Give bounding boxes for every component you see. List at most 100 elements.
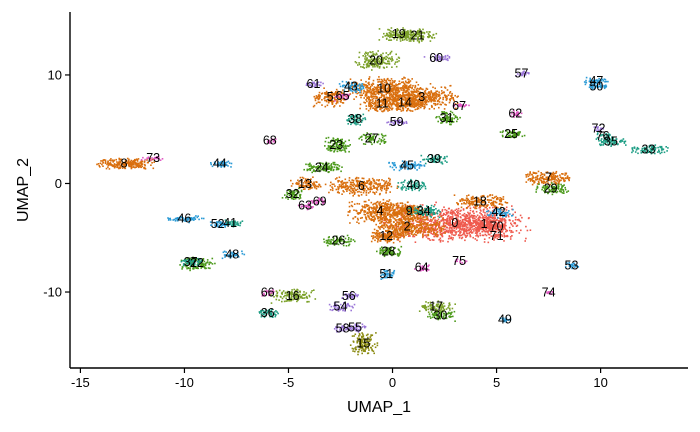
cell-point <box>149 157 152 160</box>
cell-point <box>476 214 479 217</box>
cell-point <box>457 224 459 227</box>
cell-point <box>480 210 482 212</box>
cell-point <box>372 79 375 82</box>
cell-point <box>396 187 399 189</box>
cell-point <box>368 64 371 67</box>
cell-point <box>437 103 439 105</box>
cell-point <box>370 215 373 218</box>
cell-point <box>407 92 410 95</box>
cell-point <box>435 308 437 310</box>
cell-point <box>358 222 360 225</box>
cell-point <box>386 32 388 35</box>
cell-point <box>519 214 522 217</box>
cell-point <box>514 222 516 224</box>
cell-point <box>407 87 410 89</box>
cell-point <box>352 348 355 350</box>
cell-point <box>416 224 418 226</box>
cell-point <box>502 224 504 227</box>
cell-point <box>374 54 377 56</box>
cell-point <box>372 88 374 90</box>
cell-point <box>440 308 443 310</box>
cell-point <box>365 218 368 221</box>
cell-point <box>383 222 386 224</box>
cell-point <box>347 90 350 92</box>
cell-point <box>350 190 352 193</box>
cell-point <box>416 89 418 92</box>
cell-point <box>485 230 487 232</box>
cell-point <box>373 60 375 63</box>
cell-point <box>401 223 404 226</box>
cell-point <box>509 238 512 240</box>
cell-point <box>293 298 295 300</box>
cell-point <box>555 170 558 173</box>
cell-point <box>481 227 483 230</box>
cell-point <box>494 205 497 207</box>
cell-point <box>554 182 557 185</box>
cell-point <box>451 209 453 211</box>
cell-point <box>375 96 377 98</box>
cell-point <box>418 217 420 219</box>
cell-point <box>390 209 393 211</box>
cell-point <box>434 311 437 314</box>
cell-point <box>390 85 393 88</box>
cell-point <box>488 201 490 203</box>
cell-point <box>383 207 386 210</box>
cell-point <box>397 106 399 109</box>
cell-point <box>351 192 353 194</box>
cell-point <box>395 32 398 35</box>
cell-point <box>377 184 379 186</box>
cell-point <box>115 164 117 166</box>
cell-point <box>479 216 482 219</box>
cell-point <box>480 213 482 215</box>
cell-point <box>401 38 404 41</box>
cell-point <box>429 95 432 98</box>
cell-point <box>314 186 316 189</box>
cell-point <box>405 232 407 235</box>
cell-point <box>430 223 432 225</box>
cell-point <box>455 208 458 211</box>
cell-point <box>368 76 371 78</box>
cell-point <box>432 225 434 227</box>
cell-point <box>370 183 373 185</box>
cell-point <box>397 108 400 110</box>
cell-point <box>152 167 155 170</box>
cell-point <box>466 232 469 235</box>
cell-point <box>382 205 384 207</box>
cell-point <box>377 106 379 108</box>
cell-point <box>451 215 454 217</box>
cell-point <box>397 102 399 104</box>
cell-point <box>366 65 368 67</box>
cell-point <box>110 164 113 166</box>
cell-point <box>434 204 436 206</box>
cell-point <box>507 215 510 218</box>
cell-point <box>414 85 417 88</box>
cell-point <box>373 95 376 98</box>
cell-point <box>385 207 387 210</box>
cell-point <box>475 200 478 202</box>
cell-point <box>481 214 483 216</box>
cell-point <box>563 180 565 183</box>
cell-point <box>433 235 436 238</box>
cell-point <box>391 34 394 37</box>
cell-point <box>338 187 340 189</box>
cell-point <box>349 192 351 195</box>
cell-point <box>421 209 424 212</box>
cell-point <box>442 214 445 216</box>
cell-point <box>447 230 450 232</box>
cell-point <box>372 211 375 213</box>
cell-point <box>457 214 459 216</box>
cell-point <box>489 194 492 196</box>
cell-point <box>393 80 395 83</box>
cell-point <box>421 204 424 206</box>
cell-point <box>365 217 367 219</box>
cell-point <box>430 308 432 310</box>
cell-point <box>370 218 373 220</box>
cell-point <box>394 85 396 87</box>
cell-point <box>381 187 384 190</box>
cell-point <box>375 332 377 334</box>
cell-point <box>411 218 413 220</box>
cell-point <box>447 223 449 226</box>
cell-point <box>442 232 444 234</box>
cell-point <box>426 215 429 218</box>
cell-point <box>483 238 486 240</box>
